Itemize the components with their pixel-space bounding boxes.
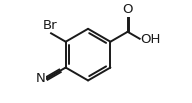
Text: Br: Br — [43, 19, 57, 32]
Text: O: O — [122, 3, 133, 16]
Text: OH: OH — [141, 33, 161, 46]
Text: N: N — [36, 73, 45, 85]
